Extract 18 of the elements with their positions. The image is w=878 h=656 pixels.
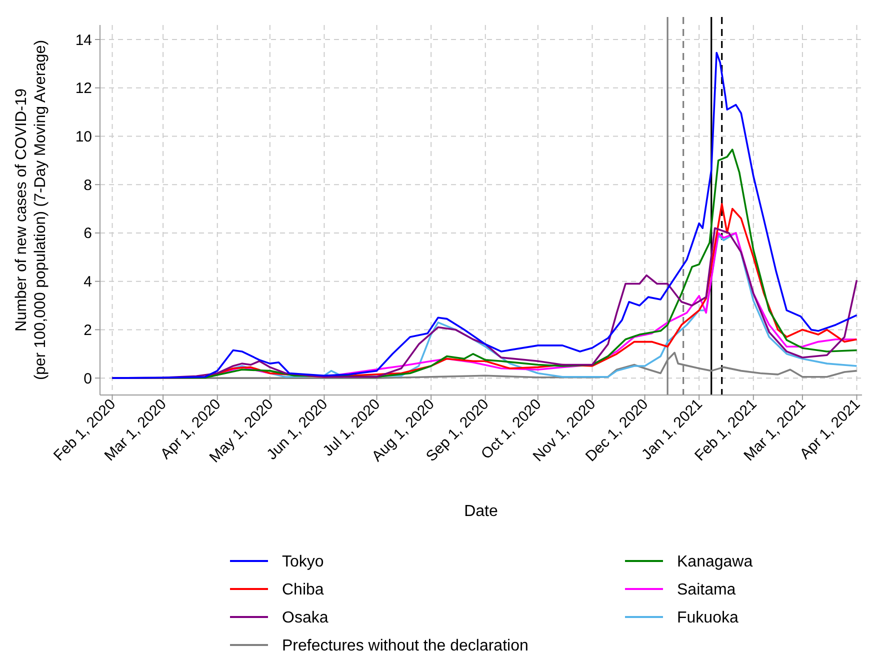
legend-label: Fukuoka <box>677 610 738 627</box>
y-tick-label: 14 <box>75 32 92 49</box>
y-tick-label: 8 <box>84 176 92 194</box>
y-tick-label: 2 <box>84 322 92 339</box>
legend-label: Osaka <box>282 610 328 627</box>
y-tick-label: 6 <box>84 225 92 242</box>
y-tick-label: 10 <box>75 128 92 146</box>
line-series <box>111 52 858 379</box>
legend-label: Chiba <box>282 582 324 599</box>
legend-label: Tokyo <box>282 554 324 571</box>
y-axis-title: Number of new cases of COVID-19 (per 100,000 population) (7-Day Moving Average) <box>13 40 49 380</box>
y-tick-label: 0 <box>84 370 92 388</box>
legend-label: Saitama <box>677 582 736 599</box>
y-tick-label: 12 <box>75 80 92 98</box>
legend-label: Prefectures without the declaration <box>282 638 528 655</box>
x-axis-title: Date <box>464 503 498 520</box>
legend-label: Kanagawa <box>677 554 753 571</box>
y-tick-label: 4 <box>84 274 92 291</box>
